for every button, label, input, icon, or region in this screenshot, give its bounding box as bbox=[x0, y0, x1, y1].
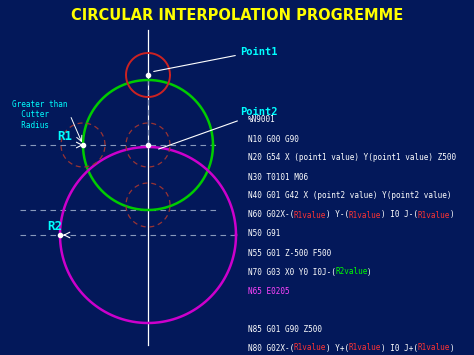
Text: ) I0 J+(: ) I0 J+( bbox=[381, 344, 418, 353]
Text: N60 G02X-(: N60 G02X-( bbox=[248, 211, 294, 219]
Text: N65 E0205: N65 E0205 bbox=[248, 286, 290, 295]
Text: R1value: R1value bbox=[418, 211, 450, 219]
Text: N40 G01 G42 X (point2 value) Y(point2 value): N40 G01 G42 X (point2 value) Y(point2 va… bbox=[248, 191, 452, 201]
Text: R2: R2 bbox=[47, 220, 62, 233]
Text: ) Y-(: ) Y-( bbox=[326, 211, 349, 219]
Text: N30 T0101 M06: N30 T0101 M06 bbox=[248, 173, 308, 181]
Text: Point1: Point1 bbox=[240, 47, 277, 57]
Text: R2value: R2value bbox=[335, 268, 367, 277]
Text: N70 G03 X0 Y0 I0J-(: N70 G03 X0 Y0 I0J-( bbox=[248, 268, 336, 277]
Text: N20 G54 X (point1 value) Y(point1 value) Z500: N20 G54 X (point1 value) Y(point1 value)… bbox=[248, 153, 456, 163]
Text: N85 G01 G90 Z500: N85 G01 G90 Z500 bbox=[248, 324, 322, 333]
Text: R1: R1 bbox=[57, 130, 72, 143]
Text: N80 G02X-(: N80 G02X-( bbox=[248, 344, 294, 353]
Text: R1value: R1value bbox=[294, 211, 326, 219]
Text: N55 G01 Z-500 F500: N55 G01 Z-500 F500 bbox=[248, 248, 331, 257]
Text: ): ) bbox=[367, 268, 372, 277]
Text: R1value: R1value bbox=[349, 344, 381, 353]
Text: %N9001: %N9001 bbox=[248, 115, 276, 125]
Text: ): ) bbox=[450, 344, 454, 353]
Text: R1value: R1value bbox=[349, 211, 381, 219]
Text: ) I0 J-(: ) I0 J-( bbox=[381, 211, 418, 219]
Text: ) Y+(: ) Y+( bbox=[326, 344, 349, 353]
Text: R1value: R1value bbox=[418, 344, 450, 353]
Text: R1value: R1value bbox=[294, 344, 326, 353]
Text: N50 G91: N50 G91 bbox=[248, 229, 281, 239]
Text: Greater than
  Cutter
  Radius: Greater than Cutter Radius bbox=[12, 100, 67, 130]
Text: Point2: Point2 bbox=[240, 107, 277, 117]
Text: N10 G00 G90: N10 G00 G90 bbox=[248, 135, 299, 143]
Text: CIRCULAR INTERPOLATION PROGREMME: CIRCULAR INTERPOLATION PROGREMME bbox=[71, 8, 403, 23]
Text: ): ) bbox=[450, 211, 454, 219]
